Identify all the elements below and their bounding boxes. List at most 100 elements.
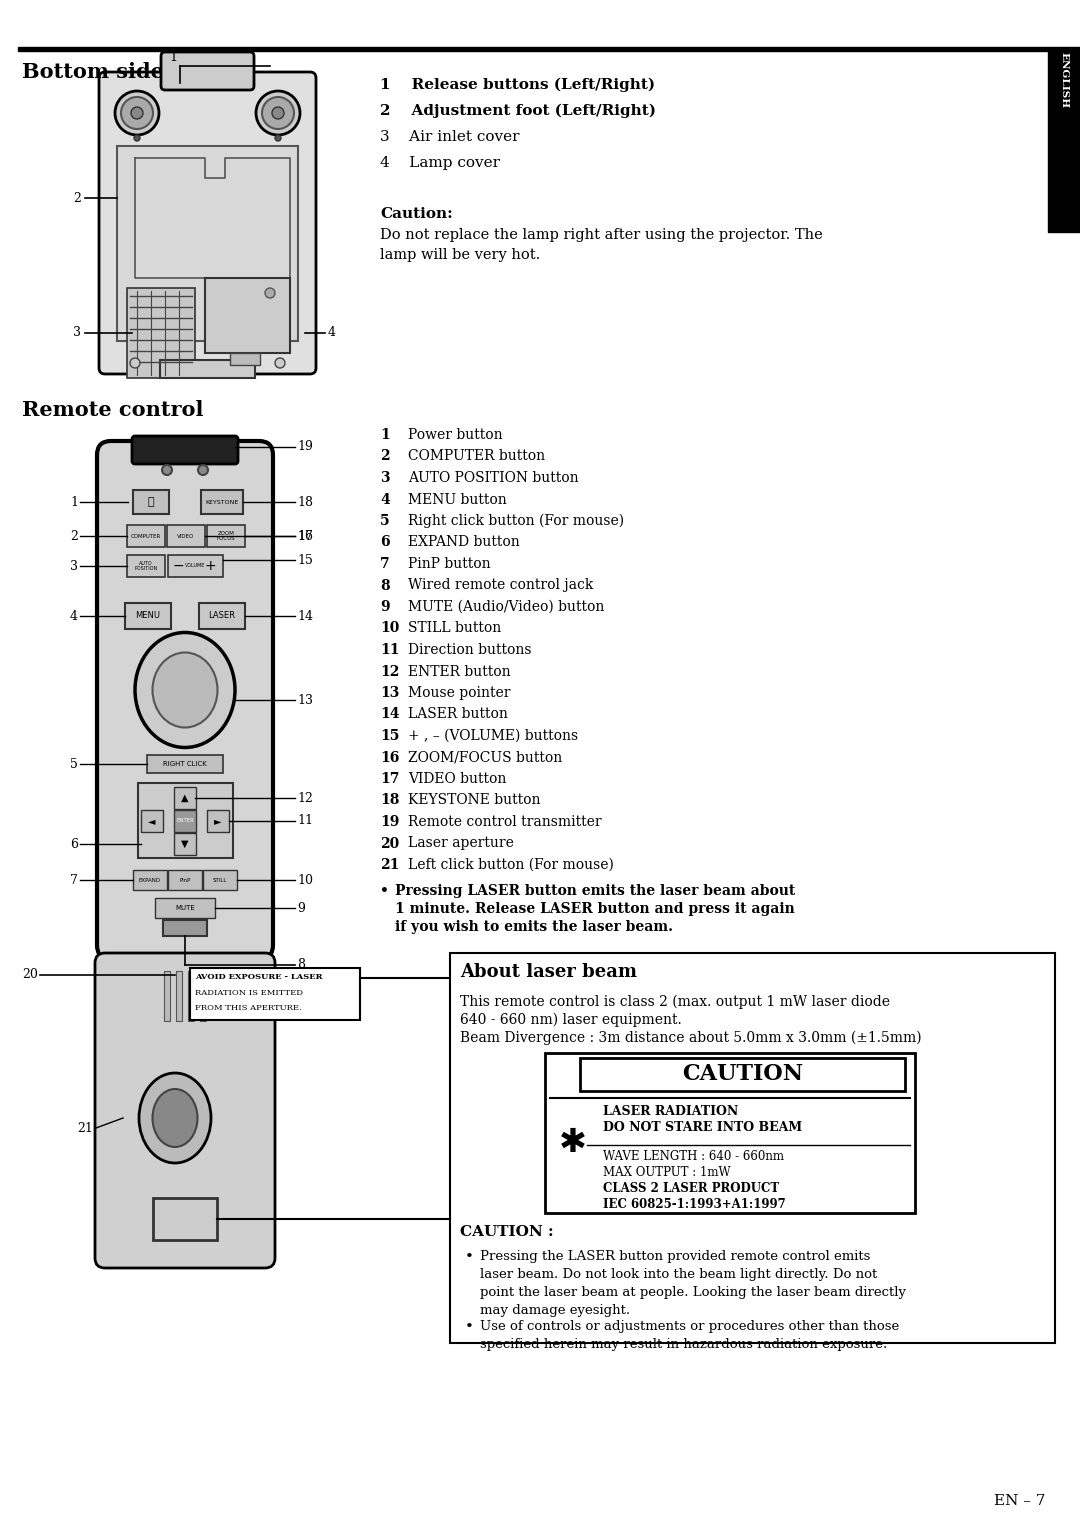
Text: 15: 15 xyxy=(297,553,313,567)
Bar xyxy=(164,970,170,1021)
FancyBboxPatch shape xyxy=(99,72,316,374)
Text: 4: 4 xyxy=(380,492,390,506)
Text: 2    Adjustment foot (Left/Right): 2 Adjustment foot (Left/Right) xyxy=(380,104,656,118)
Text: EN – 7: EN – 7 xyxy=(994,1494,1045,1508)
Text: KEYSTONE button: KEYSTONE button xyxy=(408,793,540,807)
Text: Direction buttons: Direction buttons xyxy=(408,643,531,657)
Text: WAVE LENGTH : 640 - 660nm: WAVE LENGTH : 640 - 660nm xyxy=(603,1151,784,1163)
Text: AUTO
POSITION: AUTO POSITION xyxy=(134,561,158,571)
Bar xyxy=(203,869,237,889)
Circle shape xyxy=(130,358,140,368)
Circle shape xyxy=(114,92,159,134)
Text: 11: 11 xyxy=(380,643,400,657)
Bar xyxy=(147,755,222,773)
Text: 18: 18 xyxy=(380,793,400,807)
Text: Remote control transmitter: Remote control transmitter xyxy=(408,814,602,830)
Text: EXPAND: EXPAND xyxy=(139,877,161,883)
Bar xyxy=(153,1198,217,1241)
Text: Beam Divergence : 3m distance about 5.0mm x 3.0mm (±1.5mm): Beam Divergence : 3m distance about 5.0m… xyxy=(460,1031,921,1045)
FancyBboxPatch shape xyxy=(161,52,254,90)
Text: ZOOM/FOCUS button: ZOOM/FOCUS button xyxy=(408,750,563,764)
Text: ZOOM
FOCUS: ZOOM FOCUS xyxy=(217,530,235,541)
Text: 11: 11 xyxy=(297,814,313,828)
Bar xyxy=(200,970,206,1021)
Text: 16: 16 xyxy=(297,530,313,542)
Text: STILL button: STILL button xyxy=(408,622,501,636)
Text: Pressing the LASER button provided remote control emits
laser beam. Do not look : Pressing the LASER button provided remot… xyxy=(480,1250,906,1317)
Text: 5: 5 xyxy=(380,513,390,529)
Circle shape xyxy=(275,358,285,368)
Bar xyxy=(174,787,195,808)
Bar xyxy=(1048,47,1080,232)
Text: COMPUTER button: COMPUTER button xyxy=(408,449,545,463)
Text: 19: 19 xyxy=(297,440,313,454)
Text: ◄: ◄ xyxy=(148,816,156,827)
Text: ►: ► xyxy=(214,816,221,827)
Text: + , – (VOLUME) buttons: + , – (VOLUME) buttons xyxy=(408,729,578,743)
Bar xyxy=(141,810,163,833)
Text: •: • xyxy=(465,1320,474,1334)
Text: ▲: ▲ xyxy=(181,793,189,804)
Text: RADIATION IS EMITTED: RADIATION IS EMITTED xyxy=(195,989,303,996)
Bar xyxy=(133,490,168,513)
Text: 10: 10 xyxy=(297,874,313,886)
Text: 2: 2 xyxy=(70,530,78,542)
Bar xyxy=(167,526,205,547)
Text: 8: 8 xyxy=(297,958,305,972)
FancyBboxPatch shape xyxy=(132,435,238,465)
Text: 3: 3 xyxy=(380,471,390,484)
Circle shape xyxy=(272,107,284,119)
Text: DO NOT STARE INTO BEAM: DO NOT STARE INTO BEAM xyxy=(603,1122,802,1134)
Text: 8: 8 xyxy=(380,579,390,593)
Text: 9: 9 xyxy=(297,902,305,914)
Text: Bottom side: Bottom side xyxy=(22,63,164,83)
Text: Mouse pointer: Mouse pointer xyxy=(408,686,511,700)
Text: LASER RADIATION: LASER RADIATION xyxy=(603,1105,739,1118)
Bar xyxy=(127,526,165,547)
Text: 5: 5 xyxy=(70,758,78,770)
Text: ⏻: ⏻ xyxy=(148,497,154,507)
Text: 13: 13 xyxy=(297,694,313,706)
Bar xyxy=(176,970,183,1021)
Bar xyxy=(580,1057,905,1091)
Text: ENTER: ENTER xyxy=(176,819,194,824)
Bar xyxy=(207,526,245,547)
Text: EXPAND button: EXPAND button xyxy=(408,535,519,550)
Text: 6: 6 xyxy=(380,535,390,550)
Bar xyxy=(156,898,215,918)
Circle shape xyxy=(275,134,281,141)
Text: PinP: PinP xyxy=(179,877,191,883)
Text: About laser beam: About laser beam xyxy=(460,963,637,981)
Text: MAX OUTPUT : 1mW: MAX OUTPUT : 1mW xyxy=(603,1166,731,1180)
Bar xyxy=(138,782,233,859)
Text: RIGHT CLICK: RIGHT CLICK xyxy=(163,761,207,767)
Text: 4    Lamp cover: 4 Lamp cover xyxy=(380,156,500,170)
Circle shape xyxy=(134,134,140,141)
Bar xyxy=(168,555,222,578)
Text: Power button: Power button xyxy=(408,428,502,442)
Text: 14: 14 xyxy=(297,610,313,622)
FancyBboxPatch shape xyxy=(95,953,275,1268)
Bar xyxy=(545,1053,915,1213)
Text: 2: 2 xyxy=(73,191,81,205)
Text: 12: 12 xyxy=(380,665,400,678)
Text: CLASS 2 LASER PRODUCT: CLASS 2 LASER PRODUCT xyxy=(603,1183,779,1195)
Text: AVOID EXPOSURE - LASER: AVOID EXPOSURE - LASER xyxy=(195,973,323,981)
Bar xyxy=(199,604,245,630)
Text: PinP button: PinP button xyxy=(408,558,490,571)
Circle shape xyxy=(262,96,294,128)
Text: 3: 3 xyxy=(70,559,78,573)
Bar xyxy=(163,920,207,937)
Text: 4: 4 xyxy=(70,610,78,622)
Bar xyxy=(18,47,1048,50)
Text: 7: 7 xyxy=(380,558,390,571)
Text: Right click button (For mouse): Right click button (For mouse) xyxy=(408,513,624,529)
Text: 12: 12 xyxy=(297,792,313,805)
Text: 1: 1 xyxy=(168,50,177,64)
Text: −: − xyxy=(172,559,184,573)
Bar xyxy=(190,969,360,1021)
Text: 4: 4 xyxy=(328,327,336,339)
Text: 1    Release buttons (Left/Right): 1 Release buttons (Left/Right) xyxy=(380,78,656,92)
Circle shape xyxy=(162,465,172,475)
Text: 3: 3 xyxy=(73,327,81,339)
